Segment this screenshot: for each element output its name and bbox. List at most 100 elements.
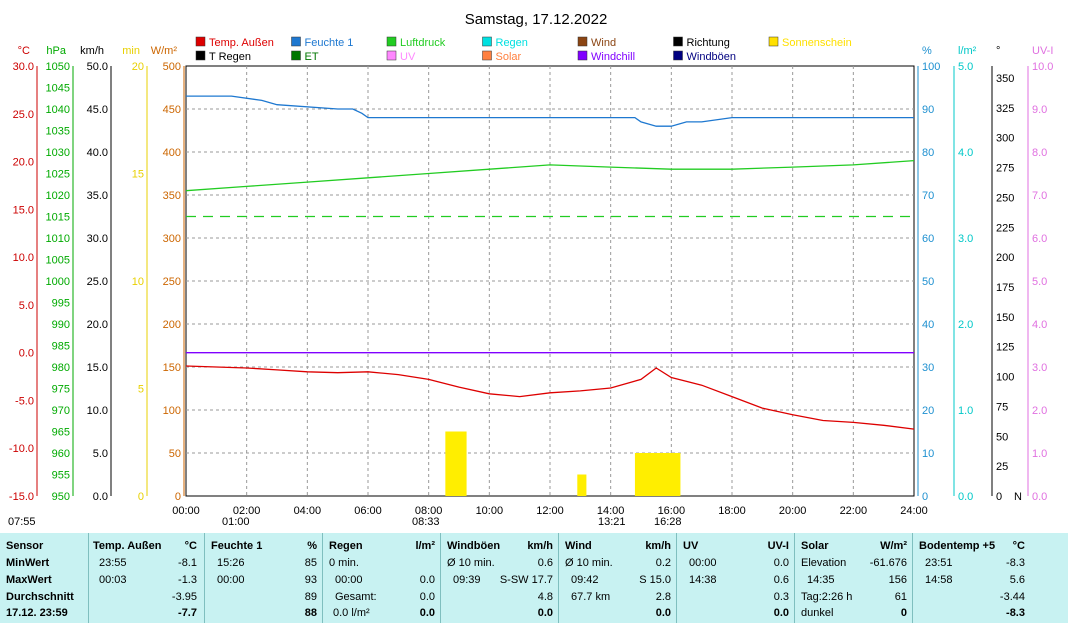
x-tick-label: 00:00 xyxy=(172,505,200,517)
uv-avg: 0.3 xyxy=(773,591,789,603)
humidity-max-time: 00:00 xyxy=(217,574,245,586)
row-current-label: 17.12. 23:59 xyxy=(6,607,68,619)
uv-tick-label: 2.0 xyxy=(1032,405,1047,417)
x-tick-label: 04:00 xyxy=(294,505,322,517)
temp-unit: °C xyxy=(184,540,197,552)
data-marks xyxy=(185,95,915,496)
temp-tick-label: 15.0 xyxy=(13,204,34,216)
uv-title: UV xyxy=(683,540,699,552)
legend-label: Windböen xyxy=(687,51,737,63)
minutes-tick-label: 20 xyxy=(132,61,144,73)
time-annotations: 07:55 01:00 08:33 13:21 16:28 xyxy=(8,516,682,528)
gusts-current: 0.0 xyxy=(537,607,553,619)
soiltemp-max-time: 14:58 xyxy=(925,574,953,586)
x-tick-label: 22:00 xyxy=(840,505,868,517)
temp-max: -1.3 xyxy=(178,574,197,586)
stats-uv: UV UV-I 00:00 0.0 14:38 0.6 0.3 0.0 xyxy=(676,533,795,623)
annotation-time: 13:21 xyxy=(598,516,626,528)
stats-rain: Regen l/m² 0 min. 00:00 0.0 Gesamt: 0.0 … xyxy=(322,533,441,623)
legend-swatch xyxy=(768,36,779,47)
rain-max-time: 00:00 xyxy=(335,574,363,586)
pressure-axis-unit: hPa xyxy=(46,45,66,57)
pressure-tick-label: 1045 xyxy=(46,83,70,95)
legend-label: UV xyxy=(400,51,416,63)
wind-tick-label: 25.0 xyxy=(87,276,108,288)
pressure-tick-label: 950 xyxy=(52,491,70,503)
pressure-tick-label: 1010 xyxy=(46,233,70,245)
luftdruck-line xyxy=(185,159,915,192)
wind-avg10-label: Ø 10 min. xyxy=(565,557,613,569)
direction-tick-label: 350 xyxy=(996,73,1014,85)
solar-axis-unit: W/m² xyxy=(151,45,178,57)
direction-tick-label: 325 xyxy=(996,103,1014,115)
legend-swatch xyxy=(673,50,683,61)
humidity-tick-label: 100 xyxy=(922,61,940,73)
wind-axis-unit: km/h xyxy=(80,45,104,57)
direction-tick-label: 125 xyxy=(996,342,1014,354)
feuchte-1-line xyxy=(186,95,914,127)
direction-north-label: N xyxy=(1014,491,1022,503)
x-tick-label: 08:00 xyxy=(415,505,443,517)
pressure-tick-label: 1030 xyxy=(46,147,70,159)
pressure-tick-label: 1020 xyxy=(46,190,70,202)
pressure-tick-label: 995 xyxy=(52,298,70,310)
annotation-time: 08:33 xyxy=(412,516,440,528)
pressure-tick-label: 1015 xyxy=(46,212,70,224)
legend-swatch xyxy=(291,50,301,61)
x-tick-label: 02:00 xyxy=(233,505,261,517)
pressure-tick-label: 965 xyxy=(52,427,70,439)
humidity-tick-label: 70 xyxy=(922,190,934,202)
stats-wind: Wind km/h Ø 10 min. 0.2 09:42 S 15.0 67.… xyxy=(558,533,677,623)
legend-label: Wind xyxy=(591,37,616,49)
legend-label: T Regen xyxy=(209,51,251,63)
minutes-tick-label: 15 xyxy=(132,169,144,181)
wind-tick-label: 5.0 xyxy=(93,448,108,460)
temp-tick-label: -10.0 xyxy=(9,443,34,455)
solar-max-time: 14:35 xyxy=(807,574,835,586)
row-min-label: MinWert xyxy=(6,557,50,569)
uv-tick-label: 3.0 xyxy=(1032,362,1047,374)
rain-tick-label: 3.0 xyxy=(958,233,973,245)
temp-tick-label: -5.0 xyxy=(15,395,34,407)
minutes-tick-label: 10 xyxy=(132,276,144,288)
pressure-tick-label: 960 xyxy=(52,448,70,460)
wind-tick-label: 20.0 xyxy=(87,319,108,331)
wind-tick-label: 0.0 xyxy=(93,491,108,503)
wind-tick-label: 35.0 xyxy=(87,190,108,202)
soiltemp-min: -8.3 xyxy=(1006,557,1025,569)
direction-tick-label: 100 xyxy=(996,372,1014,384)
pressure-tick-label: 1035 xyxy=(46,126,70,138)
legend-swatch xyxy=(386,50,397,61)
annotation-time: 01:00 xyxy=(222,516,250,528)
humidity-axis-unit: % xyxy=(922,45,932,57)
gusts-title: Windböen xyxy=(447,540,501,552)
solar-unit: W/m² xyxy=(880,540,907,552)
temp-tick-label: 25.0 xyxy=(13,109,34,121)
direction-axis-unit: ° xyxy=(996,45,1000,57)
stats-soiltemp: Bodentemp +5 °C 23:51 -8.3 14:58 5.6 -3.… xyxy=(912,533,1068,623)
wind-tick-label: 10.0 xyxy=(87,405,108,417)
uv-tick-label: 7.0 xyxy=(1032,190,1047,202)
rain-tick-label: 2.0 xyxy=(958,319,973,331)
pressure-tick-label: 990 xyxy=(52,319,70,331)
temp-avg: -3.95 xyxy=(171,591,197,603)
uv-max-time: 14:38 xyxy=(689,574,717,586)
wind-tick-label: 15.0 xyxy=(87,362,108,374)
rain-current: 0.0 xyxy=(419,607,435,619)
legend-swatch xyxy=(577,50,588,61)
solar-current: 0 xyxy=(900,607,907,619)
wind-unit: km/h xyxy=(645,540,671,552)
stats-gusts: Windböen km/h Ø 10 min. 0.6 09:39 S-SW 1… xyxy=(440,533,559,623)
solar-tick-label: 400 xyxy=(163,147,181,159)
wind-title: Wind xyxy=(565,540,592,552)
temp-tick-label: 0.0 xyxy=(19,348,34,360)
direction-tick-label: 25 xyxy=(996,461,1008,473)
annotation-time: 07:55 xyxy=(8,516,36,528)
wind-avg10: 0.2 xyxy=(655,557,671,569)
legend-label: Regen xyxy=(496,37,528,49)
uv-tick-label: 5.0 xyxy=(1032,276,1047,288)
humidity-tick-label: 80 xyxy=(922,147,934,159)
humidity-unit: % xyxy=(307,540,317,552)
x-tick-label: 10:00 xyxy=(476,505,504,517)
rain-title: Regen xyxy=(329,540,363,552)
